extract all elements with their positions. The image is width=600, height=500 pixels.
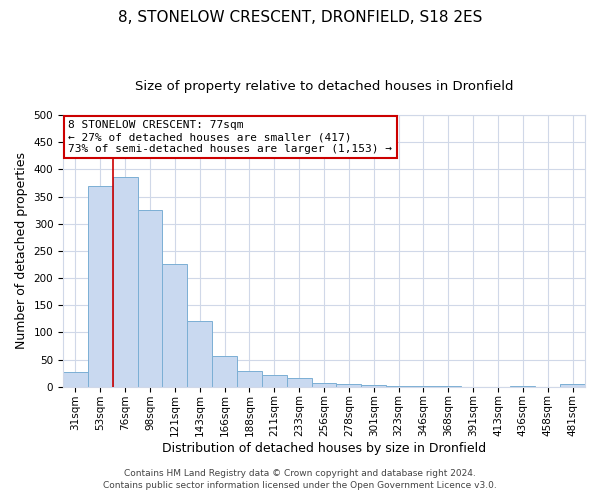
Bar: [287, 378, 311, 386]
Bar: [163, 264, 187, 386]
Bar: [560, 384, 585, 386]
Bar: [311, 383, 337, 386]
Bar: [187, 322, 212, 386]
Bar: [63, 372, 88, 386]
Bar: [361, 385, 386, 386]
Y-axis label: Number of detached properties: Number of detached properties: [15, 152, 28, 350]
X-axis label: Distribution of detached houses by size in Dronfield: Distribution of detached houses by size …: [162, 442, 486, 455]
Text: Contains HM Land Registry data © Crown copyright and database right 2024.
Contai: Contains HM Land Registry data © Crown c…: [103, 468, 497, 490]
Bar: [262, 374, 287, 386]
Text: 8, STONELOW CRESCENT, DRONFIELD, S18 2ES: 8, STONELOW CRESCENT, DRONFIELD, S18 2ES: [118, 10, 482, 25]
Title: Size of property relative to detached houses in Dronfield: Size of property relative to detached ho…: [135, 80, 513, 93]
Bar: [337, 384, 361, 386]
Bar: [237, 372, 262, 386]
Bar: [137, 210, 163, 386]
Bar: [113, 178, 137, 386]
Bar: [212, 356, 237, 386]
Bar: [88, 186, 113, 386]
Text: 8 STONELOW CRESCENT: 77sqm
← 27% of detached houses are smaller (417)
73% of sem: 8 STONELOW CRESCENT: 77sqm ← 27% of deta…: [68, 120, 392, 154]
